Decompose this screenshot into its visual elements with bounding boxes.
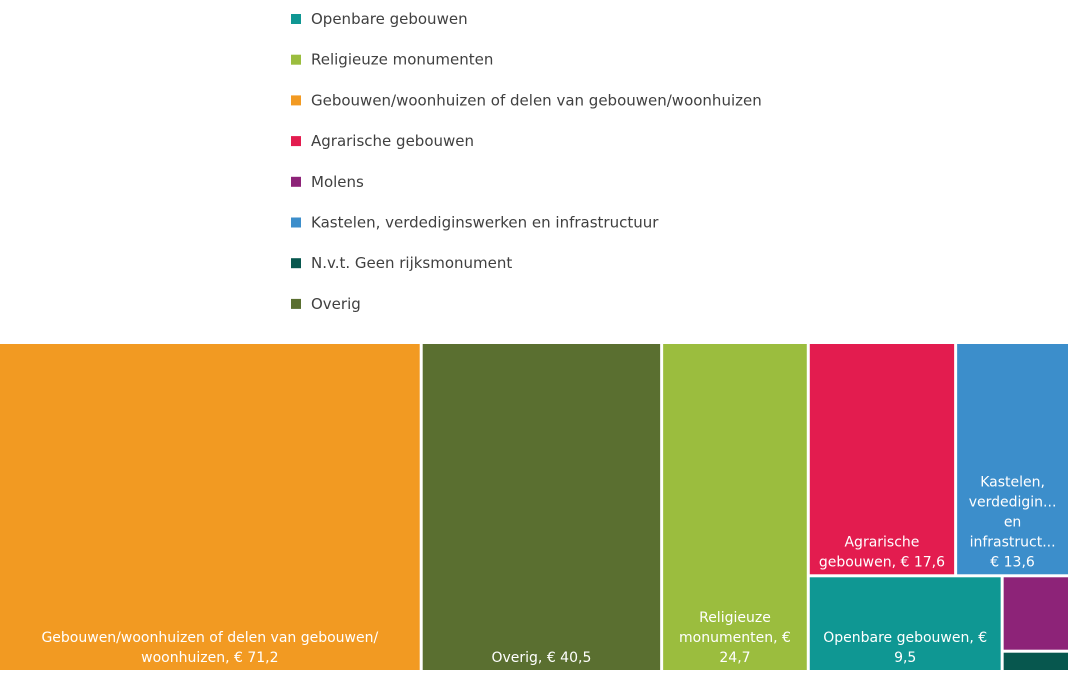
- legend-label: Religieuze monumenten: [311, 51, 493, 69]
- legend-swatch: [291, 54, 301, 65]
- tile-label-line: Openbare gebouwen, €: [823, 630, 987, 646]
- treemap-tile: [422, 344, 661, 670]
- tile-label-line: Religieuze: [699, 610, 771, 626]
- legend-swatch: [291, 217, 301, 228]
- tile-label-line: verdedigin...: [969, 494, 1057, 510]
- treemap-tile: [809, 344, 955, 575]
- treemap-tile: [809, 577, 1001, 670]
- legend-label: N.v.t. Geen rijksmonument: [311, 254, 512, 272]
- treemap-tile: [1003, 652, 1068, 670]
- tile-label-line: 24,7: [719, 650, 750, 666]
- legend-swatch: [291, 95, 301, 106]
- tile-label-line: Gebouwen/woonhuizen of delen van gebouwe…: [41, 630, 378, 646]
- tile-label-line: Kastelen,: [980, 474, 1045, 490]
- tile-label: Gebouwen/woonhuizen of delen van gebouwe…: [41, 630, 378, 666]
- tile-label: Openbare gebouwen, € 9,5: [823, 630, 987, 666]
- tile-label-line: infrastruct...: [970, 534, 1056, 550]
- legend-swatch: [291, 176, 301, 187]
- treemap-tile: [1003, 577, 1068, 650]
- tile-label-line: Overig, € 40,5: [491, 650, 591, 666]
- tile-label-line: en: [1004, 514, 1022, 530]
- treemap-tile: [957, 344, 1068, 575]
- tile-label-line: Agrarische: [844, 534, 919, 550]
- legend-label: Molens: [311, 173, 364, 191]
- legend-label: Openbare gebouwen: [311, 10, 468, 28]
- legend-swatch: [291, 258, 301, 269]
- legend-swatch: [291, 298, 301, 309]
- tile-label: Religieuze monumenten, € 24,7: [679, 610, 791, 666]
- treemap-tile: [0, 344, 420, 670]
- tile-label-line: monumenten, €: [679, 630, 791, 646]
- tile-label: Agrarische gebouwen, € 17,6: [819, 534, 945, 570]
- legend-swatch: [291, 136, 301, 147]
- legend-label: Kastelen, verdediginswerken en infrastru…: [311, 214, 659, 232]
- legend-label: Gebouwen/woonhuizen of delen van gebouwe…: [311, 91, 762, 109]
- tile-label-line: gebouwen, € 17,6: [819, 554, 945, 570]
- tile-label: Kastelen, verdedigin... en infrastruct... € …: [969, 474, 1057, 570]
- legend-label: Overig: [311, 295, 361, 313]
- tile-label-line: € 13,6: [990, 554, 1035, 570]
- tile-label: Overig, € 40,5: [491, 650, 591, 666]
- legend-label: Agrarische gebouwen: [311, 132, 474, 150]
- tile-label-line: 9,5: [894, 650, 916, 666]
- treemap-tile: [663, 344, 807, 670]
- legend-swatch: [291, 14, 301, 24]
- tile-label-line: woonhuizen, € 71,2: [141, 650, 278, 666]
